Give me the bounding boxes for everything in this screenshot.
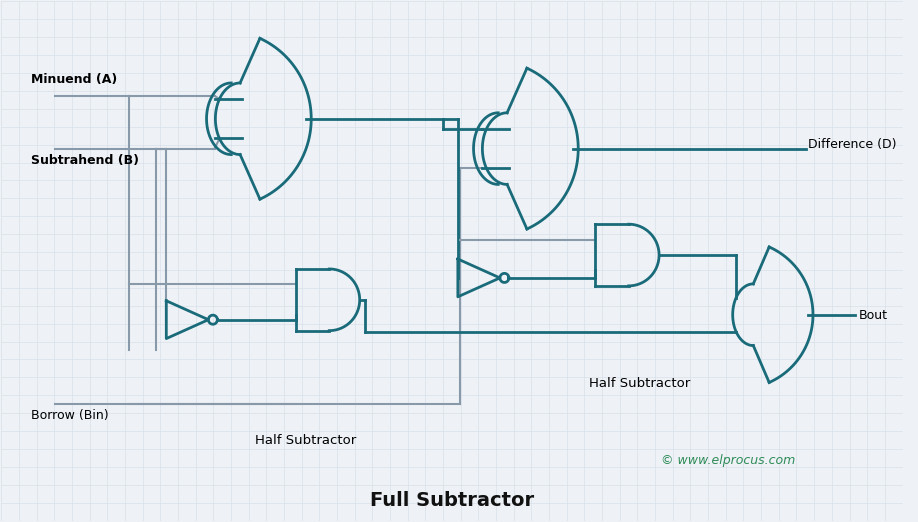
Text: Borrow (Bin): Borrow (Bin)	[31, 409, 108, 422]
Text: Subtrahend (B): Subtrahend (B)	[31, 153, 139, 167]
Text: Bout: Bout	[858, 309, 888, 322]
Text: Half Subtractor: Half Subtractor	[588, 377, 690, 390]
Text: Half Subtractor: Half Subtractor	[255, 434, 356, 447]
Text: Minuend (A): Minuend (A)	[31, 73, 118, 86]
Text: Full Subtractor: Full Subtractor	[370, 491, 534, 510]
Text: Difference (D): Difference (D)	[808, 138, 897, 151]
Text: © www.elprocus.com: © www.elprocus.com	[661, 454, 795, 467]
